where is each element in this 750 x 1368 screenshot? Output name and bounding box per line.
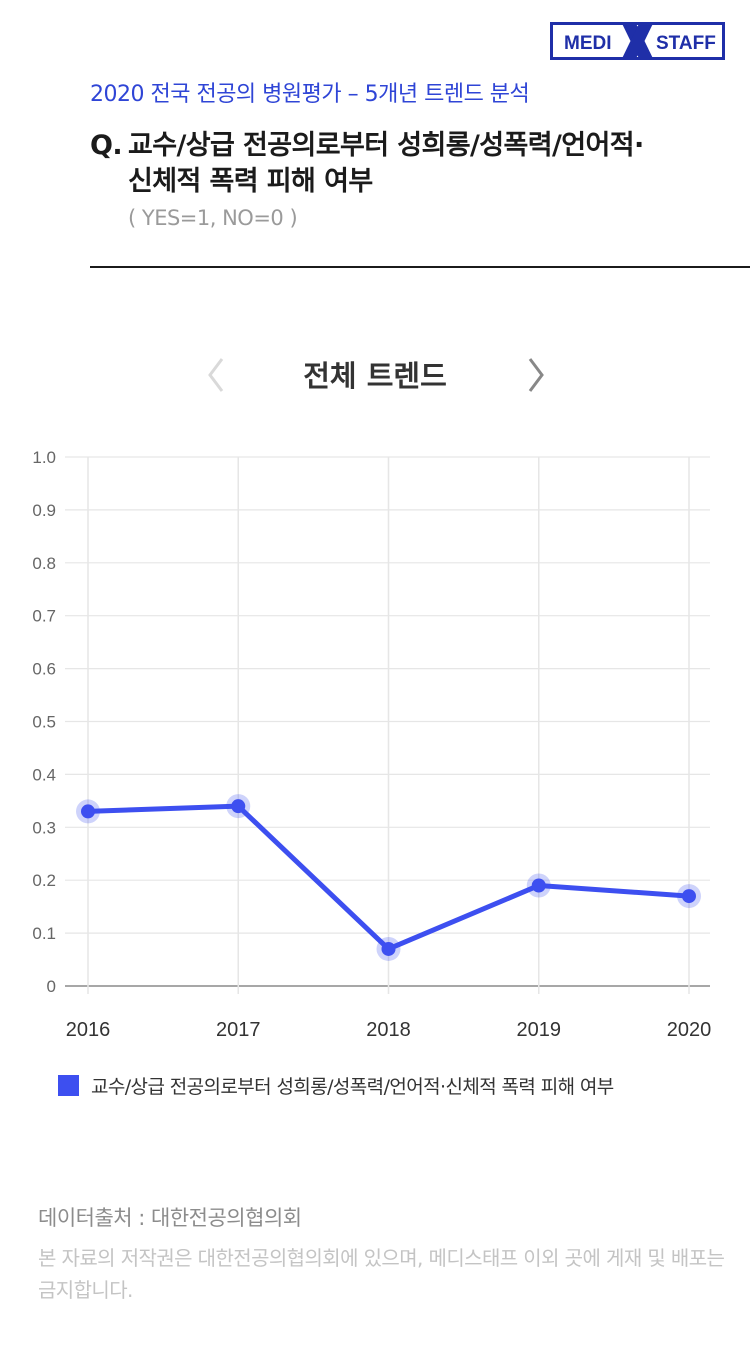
y-tick-label: 0 (47, 977, 56, 996)
y-tick-label: 1.0 (32, 448, 56, 467)
legend-swatch (58, 1075, 79, 1096)
chart-navigation: 전체 트렌드 (0, 345, 750, 405)
question-line-1: 교수/상급 전공의로부터 성희롱/성폭력/언어적· (128, 130, 644, 161)
chevron-right-icon[interactable] (524, 355, 548, 395)
y-tick-label: 0.1 (32, 924, 56, 943)
y-tick-label: 0.5 (32, 713, 56, 732)
scale-note: ( YES=1, NO=0 ) (128, 206, 298, 230)
x-tick-label: 2018 (366, 1019, 411, 1041)
x-tick-label: 2016 (66, 1019, 111, 1041)
y-tick-label: 0.9 (32, 501, 56, 520)
report-subtitle: 2020 전국 전공의 병원평가 – 5개년 트렌드 분석 (90, 82, 530, 107)
chart-legend: 교수/상급 전공의로부터 성희롱/성폭력/언어적·신체적 폭력 피해 여부 (58, 1072, 614, 1099)
y-tick-label: 0.3 (32, 818, 56, 837)
y-tick-label: 0.4 (32, 765, 56, 784)
y-tick-label: 0.6 (32, 660, 56, 679)
x-tick-label: 2019 (517, 1019, 562, 1041)
chart-title: 전체 트렌드 (303, 359, 447, 393)
x-tick-label: 2020 (667, 1019, 712, 1041)
y-tick-label: 0.8 (32, 554, 56, 573)
data-point (81, 804, 95, 819)
logo-text-left: MEDI (564, 33, 612, 54)
data-point (531, 878, 546, 893)
legend-label: 교수/상급 전공의로부터 성희롱/성폭력/언어적·신체적 폭력 피해 여부 (91, 1076, 614, 1098)
logo-text-right: STAFF (656, 33, 716, 54)
data-point (381, 941, 396, 956)
line-chart: 1.0 0.9 0.8 0.7 0.6 0.5 0.4 0.3 0.2 0.1 0 2016 2017 2… (32, 448, 712, 1041)
chevron-left-icon[interactable] (204, 355, 228, 395)
question-line-2: 신체적 폭력 피해 여부 (128, 166, 373, 197)
copyright-notice: 본 자료의 저작권은 대한전공의협의회에 있으며, 메디스태프 이외 곳에 게재… (38, 1246, 725, 1302)
header-divider (90, 266, 750, 268)
question-prefix: Q. (90, 130, 123, 161)
data-point (231, 799, 246, 814)
y-tick-label: 0.7 (32, 607, 56, 626)
data-point (682, 889, 696, 904)
y-tick-label: 0.2 (32, 871, 56, 890)
x-tick-label: 2017 (216, 1019, 261, 1041)
medistaff-logo: MEDI STAFF (550, 22, 725, 60)
data-source: 데이터출처 : 대한전공의협의회 (38, 1206, 302, 1230)
question-text: Q. 교수/상급 전공의로부터 성희롱/성폭력/언어적· 신체적 폭력 피해 여부 (90, 128, 730, 200)
